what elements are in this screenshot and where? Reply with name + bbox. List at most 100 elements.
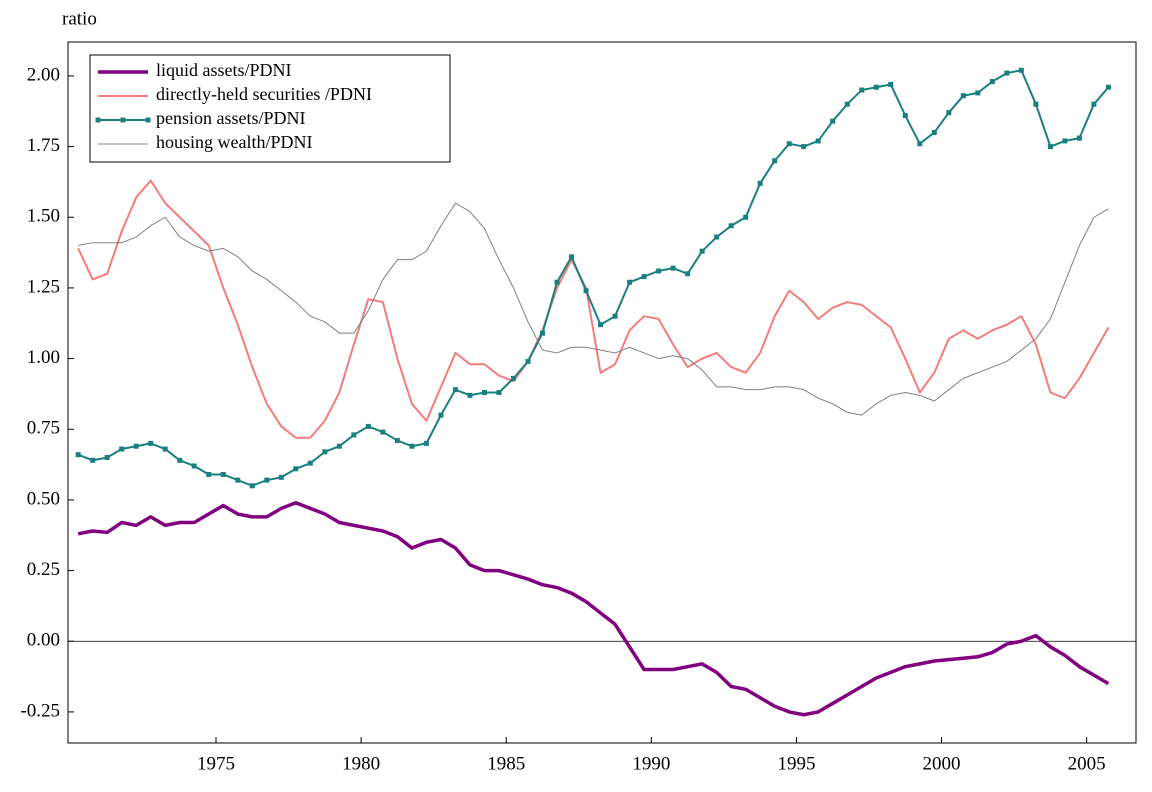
- series-line: [77, 500, 1110, 717]
- series-marker: [133, 443, 139, 449]
- series-marker: [177, 457, 183, 463]
- series-marker: [510, 375, 516, 381]
- legend-label: directly-held securities /PDNI: [156, 84, 372, 104]
- legend-marker: [120, 117, 126, 123]
- series-marker: [656, 268, 662, 274]
- series-line: [77, 179, 1110, 439]
- series-marker: [1018, 67, 1024, 73]
- y-tick-label: 0.25: [27, 559, 60, 580]
- series-marker: [714, 234, 720, 240]
- series-marker: [1047, 144, 1053, 150]
- series-marker: [336, 443, 342, 449]
- series-marker: [859, 87, 865, 93]
- x-tick-label: 1980: [342, 753, 380, 774]
- series-marker: [902, 112, 908, 118]
- y-tick-label: 1.75: [27, 135, 60, 156]
- series-marker: [598, 322, 604, 328]
- legend-label: pension assets/PDNI: [156, 108, 306, 128]
- series-marker: [119, 446, 125, 452]
- series-marker: [307, 460, 313, 466]
- series-marker: [249, 483, 255, 489]
- series-marker: [235, 477, 241, 483]
- series-marker: [931, 129, 937, 135]
- y-tick-label: 1.00: [27, 347, 60, 368]
- series-marker: [815, 138, 821, 144]
- legend-label: housing wealth/PDNI: [156, 132, 313, 152]
- x-tick-label: 1995: [777, 753, 815, 774]
- x-tick-label: 2000: [923, 753, 961, 774]
- y-tick-label: 1.50: [27, 206, 60, 227]
- series-marker: [1091, 101, 1097, 107]
- series-marker: [743, 214, 749, 220]
- series-marker: [772, 158, 778, 164]
- series-marker: [830, 118, 836, 124]
- series-marker: [423, 440, 429, 446]
- series-marker: [409, 443, 415, 449]
- series-line: [78, 202, 1109, 416]
- x-tick-label: 1975: [197, 753, 235, 774]
- series-marker: [452, 387, 458, 393]
- legend-label: liquid assets/PDNI: [156, 60, 292, 80]
- series-marker: [206, 471, 212, 477]
- series-marker: [351, 432, 357, 438]
- series-marker: [278, 474, 284, 480]
- series-marker: [757, 180, 763, 186]
- series-marker: [844, 101, 850, 107]
- series-marker: [946, 110, 952, 116]
- series-marker: [1004, 70, 1010, 76]
- series-marker: [394, 438, 400, 444]
- x-tick-label: 1985: [487, 753, 525, 774]
- series-marker: [365, 423, 371, 429]
- series-marker: [728, 223, 734, 229]
- series-marker: [148, 440, 154, 446]
- series-marker: [989, 79, 995, 85]
- series-marker: [699, 248, 705, 254]
- series-marker: [90, 457, 96, 463]
- legend: liquid assets/PDNI directly-held securiti…: [89, 54, 451, 163]
- series-marker: [888, 81, 894, 87]
- series-marker: [801, 144, 807, 150]
- series-marker: [481, 390, 487, 395]
- series-marker: [104, 455, 110, 461]
- legend-marker: [145, 117, 151, 123]
- series-marker: [380, 429, 386, 435]
- series-marker: [467, 392, 473, 398]
- y-tick-label: 1.25: [27, 276, 60, 297]
- series-marker: [1033, 101, 1039, 107]
- y-tick-label: 0.00: [27, 630, 60, 651]
- series-marker: [641, 274, 647, 280]
- series-marker: [75, 452, 81, 458]
- series-marker: [612, 313, 618, 319]
- y-tick-label: 2.00: [27, 64, 60, 85]
- y-axis-label: ratio: [62, 8, 97, 29]
- series-marker: [873, 84, 879, 90]
- series-marker: [162, 446, 168, 452]
- series-marker: [1062, 138, 1068, 144]
- series-marker: [554, 279, 560, 285]
- series-marker: [670, 265, 676, 271]
- series-marker: [496, 390, 502, 395]
- x-tick-label: 1990: [632, 753, 670, 774]
- series-marker: [293, 466, 299, 472]
- series-marker: [960, 93, 966, 99]
- y-tick-label: 0.50: [27, 488, 60, 509]
- plot-frame: [67, 41, 1137, 744]
- series-marker: [627, 279, 633, 285]
- series-marker: [322, 449, 328, 455]
- series-marker: [540, 330, 546, 336]
- series-marker: [975, 90, 981, 96]
- series-marker: [786, 141, 792, 147]
- series-marker: [917, 141, 923, 147]
- series-marker: [438, 412, 444, 418]
- legend-box: [89, 54, 451, 163]
- series-marker: [525, 358, 531, 364]
- series-marker: [264, 477, 270, 483]
- series-marker: [191, 463, 197, 469]
- series-marker: [1076, 135, 1082, 141]
- x-tick-label: 2005: [1068, 753, 1106, 774]
- legend-marker: [95, 117, 101, 123]
- series-marker: [220, 471, 226, 477]
- y-tick-label: 0.75: [27, 418, 60, 439]
- y-tick-label: -0.25: [20, 700, 60, 721]
